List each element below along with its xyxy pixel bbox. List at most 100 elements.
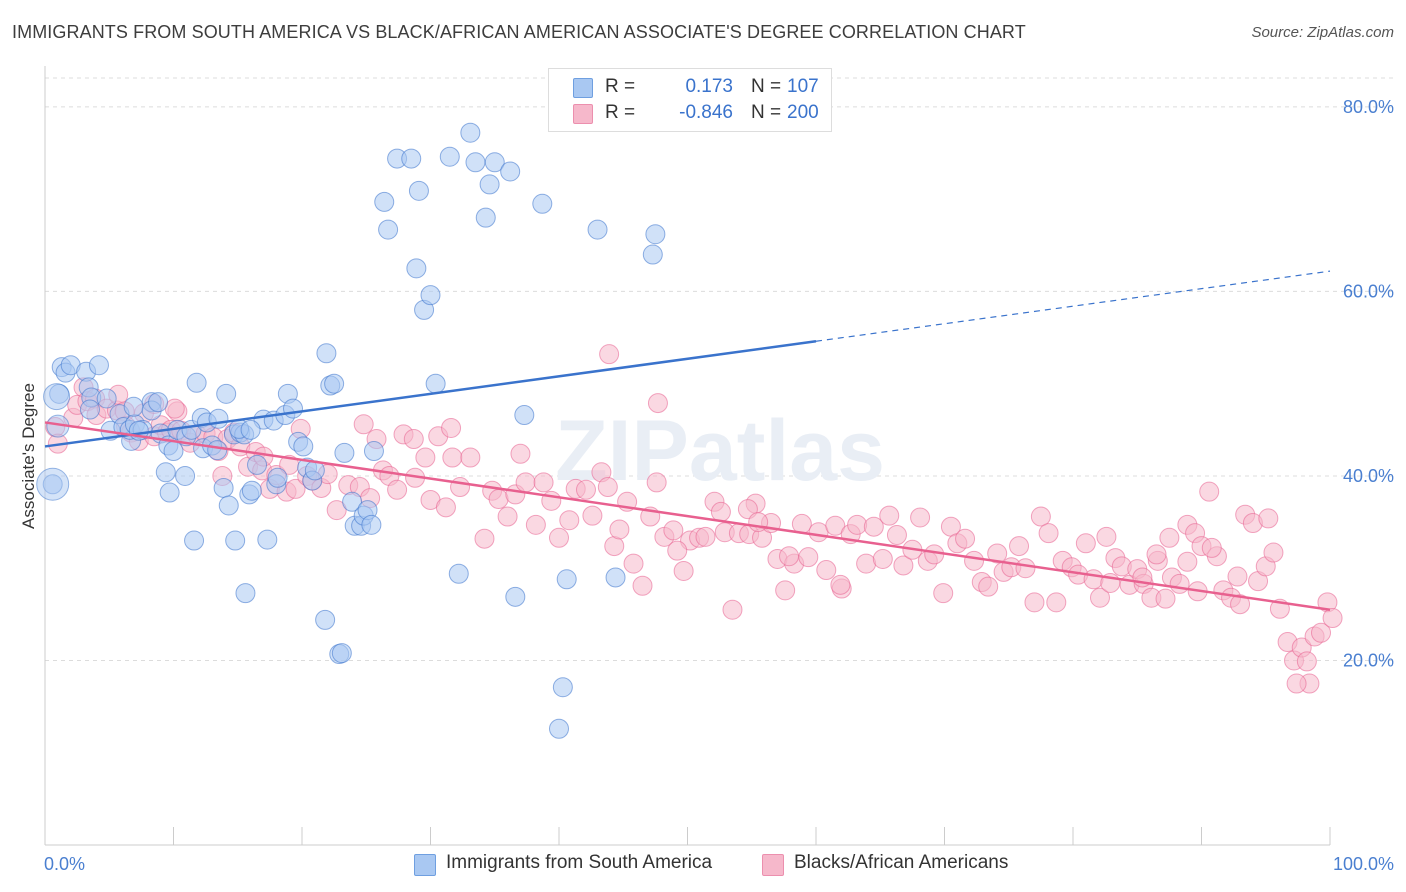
scatter-point [632,575,653,596]
legend-n-label: N = [751,102,782,123]
scatter-point [207,440,228,461]
scatter-point [549,527,569,548]
scatter-point [710,501,731,522]
scatter-point [863,516,884,537]
scatter-point [225,530,246,551]
scatter-point [403,429,424,450]
scatter-point [872,548,893,569]
scatter-point [933,583,954,604]
scatter-point [334,442,355,463]
scatter-point [575,479,596,500]
trend-line-south-america [44,340,817,448]
scatter-point [283,398,304,419]
scatter-point [435,497,456,518]
scatter-point [1146,544,1167,565]
scatter-point [148,392,169,413]
y-tick-label: 80.0% [1343,97,1394,117]
scatter-point [532,193,553,214]
scatter-point [825,515,846,536]
scatter-point [1024,592,1045,613]
scatter-point [1296,651,1317,672]
scatter-point [450,477,471,498]
scatter-point [847,514,868,535]
legend-n-label: N = [751,76,782,97]
scatter-point [1169,573,1190,594]
scatter-point [1286,673,1307,694]
scatter-point [175,465,196,486]
scatter-point [695,526,716,547]
axes [44,66,1331,846]
scatter-point [1199,481,1220,502]
scatter-point [808,522,829,543]
scatter-point [893,555,914,576]
scatter-point [474,528,495,549]
scatter-point [1155,588,1176,609]
scatter-point [460,122,481,143]
scatter-point [315,609,336,630]
trend-line-black-african-american [44,421,1331,611]
scatter-point [342,491,363,512]
scatter-point [647,393,668,414]
scatter-point [910,507,931,528]
y-tick-labels: 20.0% 40.0% 60.0% 80.0% [1343,97,1394,671]
scatter-point [645,224,666,245]
scatter-point [549,718,569,739]
x-tick-label-min: 0.0% [44,854,85,874]
scatter-point [159,482,180,503]
scatter-point [448,563,469,584]
y-axis-label: Associate's Degree [19,383,38,529]
scatter-point [216,383,237,404]
scatter-point [439,146,460,167]
scatter-point [1227,566,1248,587]
scatter-point [408,180,429,201]
scatter-point [955,528,976,549]
scatter-point [1230,594,1251,615]
scatter-point [779,546,800,567]
trend-line-south-america-extension [815,270,1331,342]
scatter-point [1311,622,1332,643]
scatter-point [604,536,625,557]
scatter-point [235,583,256,604]
scatter-point [623,553,644,574]
grid-lines [45,77,1394,661]
y-tick-label: 20.0% [1343,650,1394,670]
scatter-point [978,576,999,597]
scatter-point [361,514,382,535]
scatter-point [667,540,688,561]
scatter-point [186,372,207,393]
scatter-point [316,343,337,364]
scatter-point [88,355,109,376]
scatter-point [856,553,877,574]
scatter-point [164,398,185,419]
scatter-point [552,677,573,698]
legend-r-label: R = [605,76,636,97]
scatter-point [987,543,1008,564]
scatter-point [293,436,314,457]
legend-swatch-pink [762,854,784,876]
scatter-point [285,478,306,499]
scatter-point [460,447,481,468]
legend-swatch-pink [573,104,593,124]
scatter-point [240,419,261,440]
scatter-point [475,207,496,228]
scatter-point [1009,536,1030,557]
scatter-point [1159,527,1180,548]
scatter-point [798,547,819,568]
scatter-point [587,219,608,240]
scatter-point [1263,542,1284,563]
scatter-point [218,495,239,516]
scatter-point [79,399,100,420]
scatter-point [208,408,229,429]
stats-legend: R = 0.173 N = 107 R = -0.846 N = 200 [548,68,832,132]
scatter-point [324,373,345,394]
scatter-point [374,191,395,212]
scatter-point [500,161,521,182]
scatter-point [924,544,945,565]
scatter-point [1075,533,1096,554]
scatter-point [326,500,347,521]
scatter-point [533,472,554,493]
scatter-point [363,441,384,462]
scatter-point [879,505,900,526]
scatter-point [267,467,288,488]
scatter-point [886,525,907,545]
